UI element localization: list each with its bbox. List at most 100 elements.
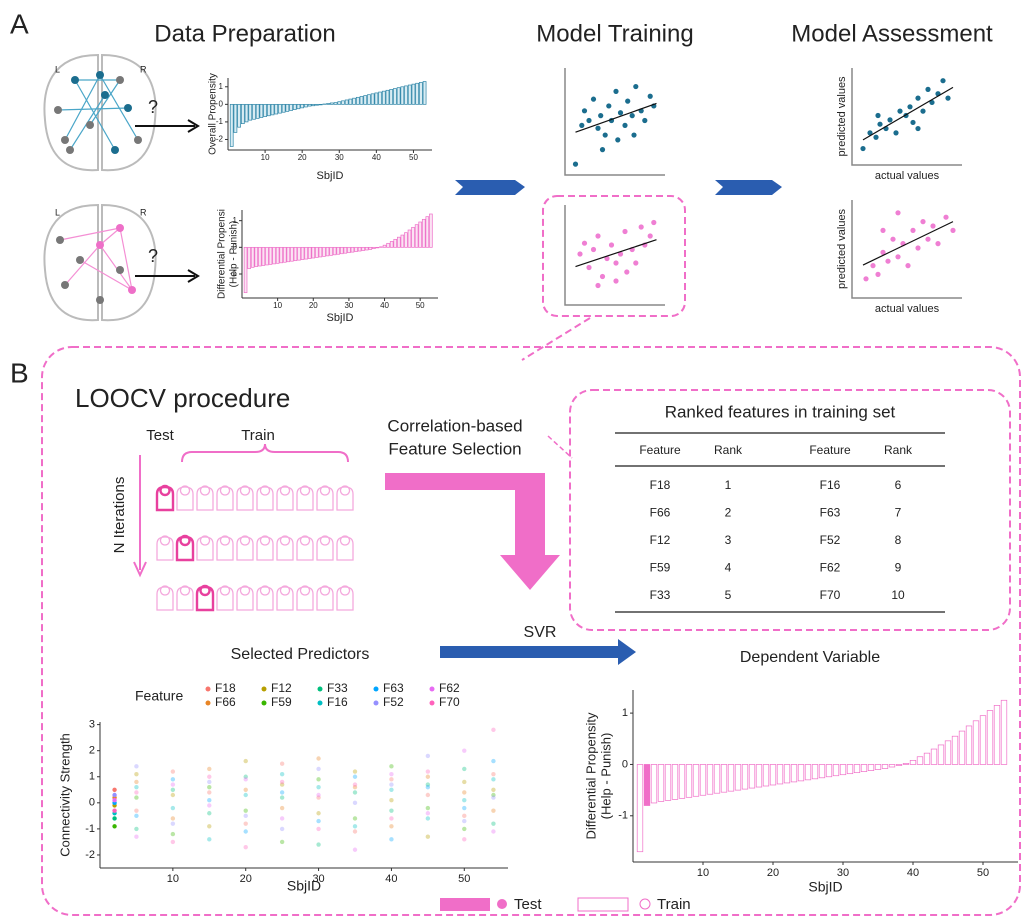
y-axis-label: (Help - Punish) [229, 221, 240, 288]
point [863, 276, 868, 281]
table-cell: 5 [725, 588, 732, 602]
table-header: Rank [884, 443, 913, 457]
legend-label: Train [657, 896, 691, 913]
bar [896, 764, 902, 765]
node [124, 104, 132, 112]
bar [693, 764, 699, 796]
person-icon [317, 486, 333, 510]
table-cell: F33 [650, 588, 671, 602]
point [134, 795, 138, 799]
point [491, 829, 495, 833]
bar [721, 764, 727, 792]
point [462, 837, 466, 841]
x-tick-label: 40 [907, 867, 919, 879]
point [642, 118, 647, 123]
bar [805, 764, 811, 779]
point [591, 247, 596, 252]
brain-label: R [140, 207, 147, 217]
point [244, 759, 248, 763]
iteration-arrow [134, 455, 146, 575]
point [895, 210, 900, 215]
x-tick-label: 30 [335, 153, 344, 162]
point [134, 827, 138, 831]
bar [665, 764, 671, 800]
bar [826, 764, 832, 776]
node [116, 224, 124, 232]
table-cell: 6 [895, 478, 902, 492]
point [316, 819, 320, 823]
bar [262, 247, 265, 265]
point [910, 120, 915, 125]
arrow [135, 120, 198, 132]
legend-label: F70 [439, 695, 460, 709]
point [244, 821, 248, 825]
point [651, 220, 656, 225]
point [426, 806, 430, 810]
bar [369, 247, 372, 249]
test-label: Test [146, 427, 174, 444]
bar [672, 764, 678, 799]
bar [344, 247, 347, 253]
point [207, 785, 211, 789]
node [134, 136, 142, 144]
x-tick-label: 10 [261, 153, 270, 162]
y-axis-label: Overall Propensity [208, 73, 219, 155]
point [207, 824, 211, 828]
x-tick-label: 50 [458, 873, 470, 885]
bar [383, 245, 386, 247]
arrow [135, 270, 198, 282]
x-tick-label: 20 [309, 301, 318, 310]
svr-label: SVR [524, 624, 557, 641]
y-tick-label: -1 [618, 810, 628, 822]
bar [819, 764, 825, 777]
point [134, 808, 138, 812]
iterations-label: N Iterations [111, 477, 128, 554]
point [579, 123, 584, 128]
point [600, 147, 605, 152]
person-icon [257, 486, 273, 510]
bar [305, 247, 308, 259]
legend-label: Test [514, 896, 542, 913]
bar [700, 764, 706, 795]
bar [429, 214, 432, 247]
bar [854, 764, 860, 772]
y-tick-label: 0 [89, 797, 95, 809]
point [171, 777, 175, 781]
edge [60, 228, 120, 240]
bar [290, 247, 293, 261]
bar [290, 104, 293, 110]
bar [910, 760, 916, 764]
point [353, 829, 357, 833]
x-tick-label: 20 [767, 867, 779, 879]
point [462, 806, 466, 810]
bar [260, 104, 263, 117]
bar [707, 764, 713, 794]
bar [868, 764, 874, 770]
person-icon [337, 586, 353, 610]
bar [390, 89, 393, 104]
bar [735, 764, 741, 790]
bar [644, 764, 650, 805]
legend-label: F63 [383, 681, 404, 695]
bar [337, 247, 340, 254]
point [316, 811, 320, 815]
bar [280, 247, 283, 262]
point [134, 780, 138, 784]
point [353, 782, 357, 786]
table-cell: 4 [725, 561, 732, 575]
point [613, 278, 618, 283]
legend-swatch [430, 701, 435, 706]
bar [770, 764, 776, 785]
axis [565, 68, 665, 175]
svr-arrow [440, 639, 636, 665]
table-cell: 1 [725, 478, 732, 492]
point [880, 228, 885, 233]
bar [315, 247, 318, 257]
bar [326, 247, 329, 256]
bar [903, 763, 909, 764]
bar [353, 98, 356, 104]
bar [301, 247, 304, 259]
x-tick-label: 40 [385, 873, 397, 885]
point [244, 814, 248, 818]
bar [367, 95, 370, 105]
